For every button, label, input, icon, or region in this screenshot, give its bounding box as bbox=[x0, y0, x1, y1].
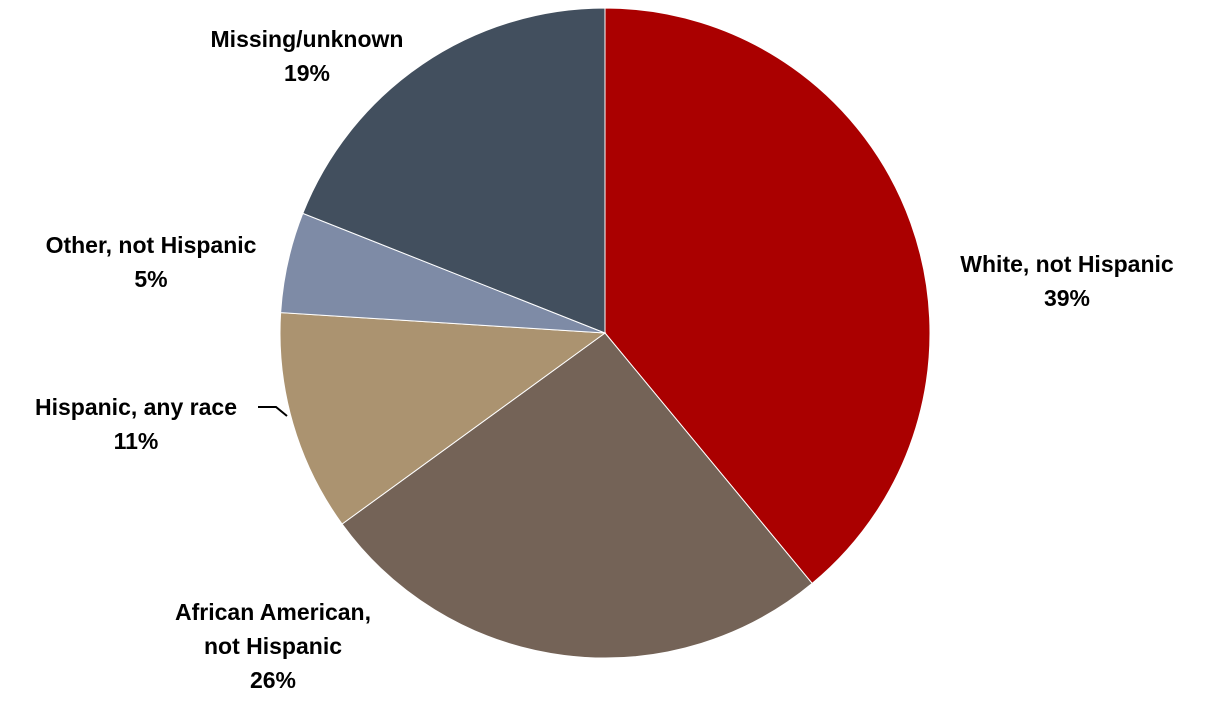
slice-value-label: 11% bbox=[114, 428, 159, 454]
labels-layer: White, not Hispanic 39% African American, n… bbox=[35, 26, 1174, 693]
hispanic-label-leader-line bbox=[258, 406, 288, 417]
leaders-layer bbox=[258, 406, 288, 417]
slice-label-group: African American, not Hispanic 26% bbox=[175, 599, 371, 693]
slice-label-group: Hispanic, any race 11% bbox=[35, 394, 237, 454]
slice-name-label: African American, bbox=[175, 599, 371, 625]
slice-label-group: Other, not Hispanic 5% bbox=[46, 232, 257, 292]
slice-name-label: White, not Hispanic bbox=[960, 251, 1174, 277]
slice-name-label: Missing/unknown bbox=[211, 26, 404, 52]
slice-value-label: 5% bbox=[134, 266, 167, 292]
slices-layer bbox=[279, 7, 931, 659]
pie-slice-african-american-not-hispanic bbox=[341, 332, 813, 659]
pie-slice-hispanic-any-race bbox=[279, 312, 607, 525]
slice-value-label: 39% bbox=[1044, 285, 1090, 311]
slice-value-label: 26% bbox=[250, 667, 296, 693]
slice-value-label: 19% bbox=[284, 60, 330, 86]
slice-name-label: Other, not Hispanic bbox=[46, 232, 257, 258]
pie-slice-white-not-hispanic bbox=[604, 7, 931, 585]
slice-name-label: not Hispanic bbox=[204, 633, 342, 659]
slice-label-group: White, not Hispanic 39% bbox=[960, 251, 1174, 311]
slice-name-label: Hispanic, any race bbox=[35, 394, 237, 420]
slice-label-group: Missing/unknown 19% bbox=[211, 26, 404, 86]
pie-slice-missing-unknown bbox=[302, 7, 606, 334]
